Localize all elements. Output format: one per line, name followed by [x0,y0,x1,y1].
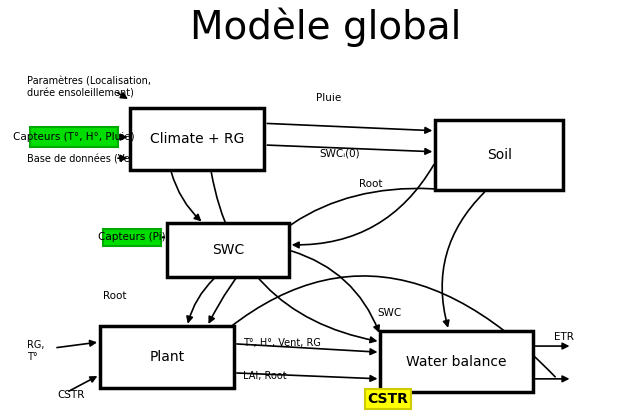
Text: Root: Root [359,179,382,189]
Text: Pluie: Pluie [316,92,342,102]
Text: Climate + RG: Climate + RG [150,132,244,146]
Text: SWC: SWC [212,243,244,257]
FancyBboxPatch shape [30,127,118,147]
Text: Paramètres (Localisation,
durée ensoleillement): Paramètres (Localisation, durée ensoleil… [27,76,151,98]
Text: Soil: Soil [487,148,511,162]
Text: RG,
T°: RG, T° [27,341,44,362]
Text: CSTR: CSTR [57,389,85,399]
Text: SWC: SWC [377,308,401,318]
FancyBboxPatch shape [130,108,265,170]
Text: ETR: ETR [554,332,574,342]
FancyBboxPatch shape [365,389,411,409]
Text: T°, H°, Vent, RG: T°, H°, Vent, RG [243,338,321,348]
FancyBboxPatch shape [103,229,161,246]
Text: SWCᵢ(0): SWCᵢ(0) [319,148,360,158]
Text: Capteurs (Pi): Capteurs (Pi) [98,232,166,242]
Text: Root: Root [103,291,127,301]
FancyBboxPatch shape [100,326,234,389]
FancyBboxPatch shape [380,331,533,392]
Text: Capteurs (T°, H°, Pluie): Capteurs (T°, H°, Pluie) [13,132,135,142]
Text: Base de données (Vent): Base de données (Vent) [27,154,144,164]
Text: Plant: Plant [149,350,185,365]
Text: CSTR: CSTR [368,392,408,406]
Text: Modèle global: Modèle global [190,8,461,47]
FancyBboxPatch shape [167,223,289,277]
Text: Water balance: Water balance [406,354,507,368]
FancyBboxPatch shape [435,120,563,190]
Text: LAI, Root: LAI, Root [243,371,287,381]
